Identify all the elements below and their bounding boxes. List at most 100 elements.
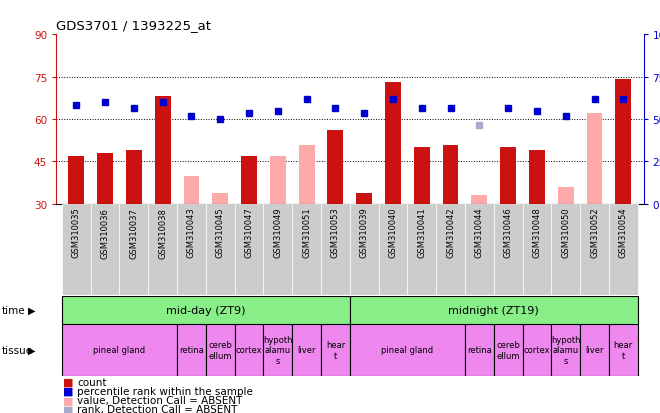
Bar [407,204,436,295]
Bar [609,204,638,295]
Bar [263,204,292,295]
Bar [69,157,84,204]
Text: GSM310040: GSM310040 [389,207,397,258]
Bar [299,145,315,204]
Bar [523,204,551,295]
Text: percentile rank within the sample: percentile rank within the sample [77,386,253,396]
Text: ■: ■ [63,377,73,387]
Bar [615,80,631,204]
Bar [465,324,494,376]
Bar [436,204,465,295]
Text: mid-day (ZT9): mid-day (ZT9) [166,305,246,315]
Text: GSM310042: GSM310042 [446,207,455,258]
Text: cortex: cortex [523,346,550,354]
Text: GSM310035: GSM310035 [72,207,81,258]
Bar [494,204,523,295]
Text: time: time [1,305,25,315]
Bar [154,97,170,204]
Bar [379,204,407,295]
Bar [443,145,459,204]
Bar [529,151,545,204]
Bar [270,157,286,204]
Bar [523,324,551,376]
Bar [234,204,263,295]
Bar [234,324,263,376]
Text: GSM310037: GSM310037 [129,207,139,258]
Bar [500,148,516,204]
Text: midnight (ZT19): midnight (ZT19) [448,305,539,315]
Bar [580,204,609,295]
Text: ▶: ▶ [28,345,35,355]
Text: hear
t: hear t [614,340,633,360]
Text: GSM310045: GSM310045 [216,207,224,258]
Bar [97,154,113,204]
Text: GSM310050: GSM310050 [561,207,570,258]
Text: rank, Detection Call = ABSENT: rank, Detection Call = ABSENT [77,404,238,413]
Text: hypoth
alamu
s: hypoth alamu s [263,335,292,365]
Bar [119,204,148,295]
Text: GDS3701 / 1393225_at: GDS3701 / 1393225_at [56,19,211,31]
Bar [177,204,206,295]
Text: cortex: cortex [236,346,262,354]
Bar [292,324,321,376]
Text: tissue: tissue [1,345,32,355]
Bar [350,324,465,376]
Text: liver: liver [585,346,604,354]
Text: pineal gland: pineal gland [381,346,434,354]
Text: GSM310039: GSM310039 [360,207,369,258]
Text: GSM310041: GSM310041 [417,207,426,258]
Text: ■: ■ [63,395,73,405]
Bar [587,114,603,204]
Text: GSM310036: GSM310036 [100,207,110,258]
Bar [292,204,321,295]
Bar [494,324,523,376]
Bar [414,148,430,204]
Text: ■: ■ [63,386,73,396]
Bar [213,193,228,204]
Bar [558,188,574,204]
Bar [62,296,350,324]
Bar [350,204,379,295]
Text: cereb
ellum: cereb ellum [496,340,520,360]
Bar [465,204,494,295]
Text: GSM310049: GSM310049 [273,207,282,258]
Text: hear
t: hear t [326,340,345,360]
Text: GSM310053: GSM310053 [331,207,340,258]
Text: ■: ■ [63,404,73,413]
Bar [580,324,609,376]
Bar [356,193,372,204]
Text: GSM310047: GSM310047 [244,207,253,258]
Bar [126,151,142,204]
Text: pineal gland: pineal gland [93,346,145,354]
Text: hypoth
alamu
s: hypoth alamu s [551,335,581,365]
Bar [321,204,350,295]
Bar [183,176,199,204]
Bar [206,324,234,376]
Bar [263,324,292,376]
Bar [206,204,234,295]
Bar [321,324,350,376]
Bar [90,204,119,295]
Bar [327,131,343,204]
Bar [148,204,177,295]
Bar [62,324,177,376]
Text: GSM310054: GSM310054 [619,207,628,258]
Text: GSM310051: GSM310051 [302,207,311,258]
Bar [350,296,638,324]
Bar [177,324,206,376]
Bar [385,83,401,204]
Text: value, Detection Call = ABSENT: value, Detection Call = ABSENT [77,395,243,405]
Text: retina: retina [179,346,204,354]
Bar [62,204,90,295]
Bar [551,204,580,295]
Text: GSM310048: GSM310048 [533,207,541,258]
Text: cereb
ellum: cereb ellum [209,340,232,360]
Text: GSM310052: GSM310052 [590,207,599,258]
Bar [241,157,257,204]
Text: ▶: ▶ [28,305,35,315]
Text: GSM310038: GSM310038 [158,207,167,258]
Text: GSM310044: GSM310044 [475,207,484,258]
Bar [471,196,487,204]
Text: GSM310043: GSM310043 [187,207,196,258]
Text: liver: liver [298,346,316,354]
